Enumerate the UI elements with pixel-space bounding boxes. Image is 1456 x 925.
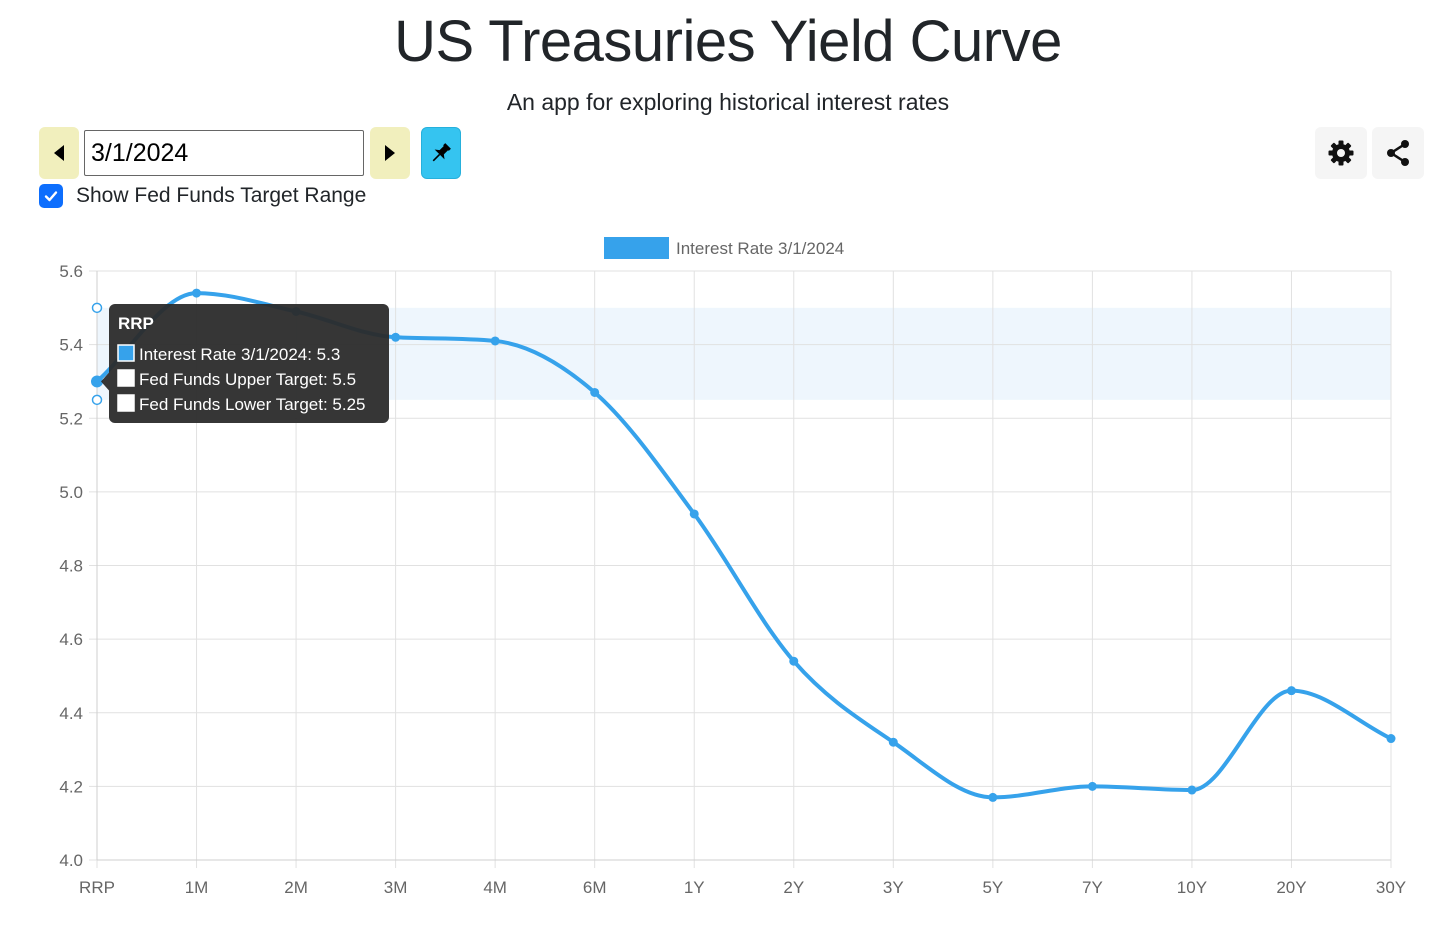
x-tick-label: 30Y [1376, 878, 1406, 897]
fed-funds-label: Show Fed Funds Target Range [76, 184, 367, 207]
x-tick-label: 4M [483, 878, 507, 897]
page-title: US Treasuries Yield Curve [394, 9, 1062, 74]
y-tick-label: 4.0 [59, 851, 83, 870]
pin-icon [432, 143, 451, 162]
previous-date-button[interactable] [39, 127, 79, 179]
fed-lower-marker [91, 394, 103, 406]
fed-funds-toggle: Show Fed Funds Target Range [39, 184, 366, 208]
tooltip-swatch [117, 344, 135, 362]
y-tick-label: 4.4 [59, 704, 83, 723]
settings-button[interactable] [1315, 127, 1367, 179]
y-tick-label: 5.6 [59, 262, 83, 281]
data-point-3m [391, 332, 401, 342]
tooltip-swatch [117, 394, 135, 412]
x-tick-label: 2M [284, 878, 308, 897]
y-tick-label: 5.4 [59, 336, 83, 355]
share-icon [1387, 140, 1409, 166]
tooltip-title: RRP [118, 314, 154, 333]
data-point-5y [988, 792, 998, 802]
data-point-7y [1087, 781, 1097, 791]
share-button[interactable] [1372, 127, 1424, 179]
legend-swatch [604, 237, 669, 259]
date-input[interactable] [84, 130, 364, 176]
x-tick-label: 3Y [883, 878, 904, 897]
y-tick-label: 4.2 [59, 777, 83, 796]
y-tick-label: 5.0 [59, 483, 83, 502]
y-tick-label: 4.8 [59, 557, 83, 576]
x-tick-label: 1M [185, 878, 209, 897]
tooltip-caret [101, 372, 109, 391]
data-point-4m [490, 336, 500, 346]
fed-upper-marker [91, 302, 103, 314]
x-tick-label: 2Y [783, 878, 804, 897]
tooltip-line: Fed Funds Lower Target: 5.25 [139, 395, 366, 414]
data-point-1y [689, 509, 699, 519]
data-point-20y [1286, 686, 1296, 696]
x-tick-label: 1Y [684, 878, 705, 897]
data-point-30y [1386, 734, 1396, 744]
legend-label: Interest Rate 3/1/2024 [676, 239, 844, 258]
caret-right-icon [385, 145, 395, 161]
x-tick-label: 20Y [1276, 878, 1306, 897]
tooltip-line: Interest Rate 3/1/2024: 5.3 [139, 345, 340, 364]
gear-icon [1328, 140, 1354, 166]
data-point-6m [590, 387, 600, 397]
data-point-rrp [91, 375, 103, 388]
next-date-button[interactable] [370, 127, 410, 179]
x-tick-label: 10Y [1177, 878, 1207, 897]
x-tick-label: 7Y [1082, 878, 1103, 897]
caret-left-icon [54, 145, 64, 161]
tooltip-swatch [117, 369, 135, 387]
tooltip-line: Fed Funds Upper Target: 5.5 [139, 370, 356, 389]
x-tick-label: 6M [583, 878, 607, 897]
data-point-1m [192, 288, 202, 298]
data-point-10y [1187, 785, 1197, 795]
x-tick-label: RRP [79, 878, 115, 897]
fed-funds-checkbox[interactable] [39, 184, 63, 208]
x-tick-label: 5Y [982, 878, 1003, 897]
y-tick-label: 5.2 [59, 409, 83, 428]
data-point-3y [888, 737, 898, 747]
y-tick-label: 4.6 [59, 630, 83, 649]
x-tick-label: 3M [384, 878, 408, 897]
page-subtitle: An app for exploring historical interest… [506, 89, 950, 115]
tooltip [109, 304, 389, 423]
pin-button[interactable] [421, 127, 461, 179]
data-point-2y [789, 656, 799, 666]
checkmark-icon [44, 191, 58, 202]
